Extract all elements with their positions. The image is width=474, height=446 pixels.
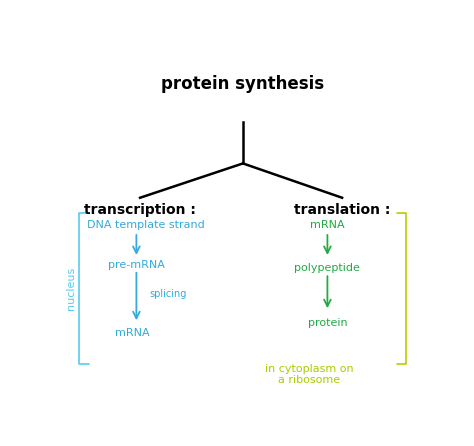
Text: polypeptide: polypeptide: [294, 263, 360, 273]
Text: translation :: translation :: [294, 203, 390, 217]
Text: splicing: splicing: [149, 289, 187, 299]
Text: mRNA: mRNA: [115, 328, 150, 339]
Text: in cytoplasm on
a ribosome: in cytoplasm on a ribosome: [265, 364, 353, 385]
Text: DNA template strand: DNA template strand: [87, 220, 204, 230]
Text: protein synthesis: protein synthesis: [161, 75, 325, 93]
Text: mRNA: mRNA: [310, 220, 345, 230]
Text: transcription :: transcription :: [84, 203, 196, 217]
Text: pre-mRNA: pre-mRNA: [108, 260, 165, 270]
Text: nucleus: nucleus: [66, 267, 76, 310]
Text: protein: protein: [308, 318, 347, 328]
